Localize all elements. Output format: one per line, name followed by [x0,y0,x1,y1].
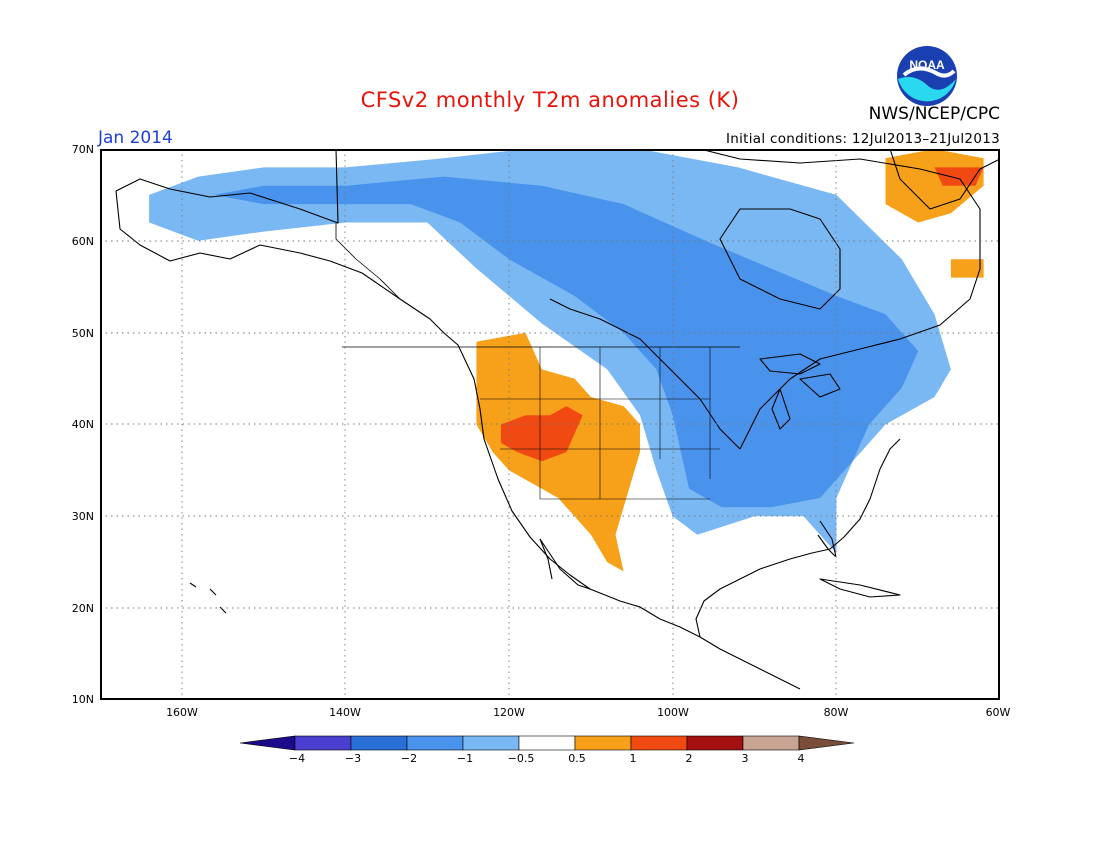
colorbar-swatch [574,735,632,751]
lon-label: 60W [985,706,1011,719]
anomaly-region [950,259,984,278]
lat-label: 20N [71,602,94,615]
lon-label: 80W [823,706,849,719]
lat-label: 70N [71,143,94,156]
colorbar-arrow-high [798,735,855,751]
lat-label: 40N [71,418,94,431]
anomaly-map [100,149,1000,700]
colorbar-label: −0.5 [507,752,535,765]
anomaly-region [934,167,984,186]
colorbar-label: −1 [456,752,474,765]
lon-label: 100W [657,706,689,719]
colorbar-label: −2 [400,752,418,765]
valid-month: Jan 2014 [98,128,173,148]
agency-label: NWS/NCEP/CPC [868,104,1000,124]
colorbar [239,735,862,751]
colorbar-label: 2 [685,752,693,765]
anomaly-region [500,406,583,462]
colorbar-swatch [462,735,520,751]
colorbar-swatch [406,735,464,751]
colorbar-arrow-low [239,735,296,751]
initial-conditions: Initial conditions: 12Jul2013–21Jul2013 [725,131,1000,147]
lat-label: 10N [71,693,94,706]
colorbar-swatch [742,735,800,751]
anomaly-region [214,176,919,508]
noaa-logo: NOAA [896,45,958,107]
colorbar-label: −3 [344,752,362,765]
logo-text: NOAA [909,58,945,72]
colorbar-swatch [518,735,576,751]
colorbar-label: 1 [629,752,637,765]
lat-label: 50N [71,327,94,340]
lon-label: 160W [166,706,198,719]
lat-label: 60N [71,235,94,248]
coastlines [115,149,1000,690]
chart-title: CFSv2 monthly T2m anomalies (K) [360,88,740,112]
colorbar-label: 0.5 [568,752,586,765]
colorbar-swatch [294,735,352,751]
lon-label: 140W [329,706,361,719]
colorbar-label: 4 [797,752,805,765]
colorbar-swatch [350,735,408,751]
lat-label: 30N [71,510,94,523]
colorbar-label: −4 [288,752,306,765]
colorbar-swatch [630,735,688,751]
colorbar-label: 3 [741,752,749,765]
anomaly-fills [149,149,984,572]
lon-label: 120W [493,706,525,719]
colorbar-swatch [686,735,744,751]
